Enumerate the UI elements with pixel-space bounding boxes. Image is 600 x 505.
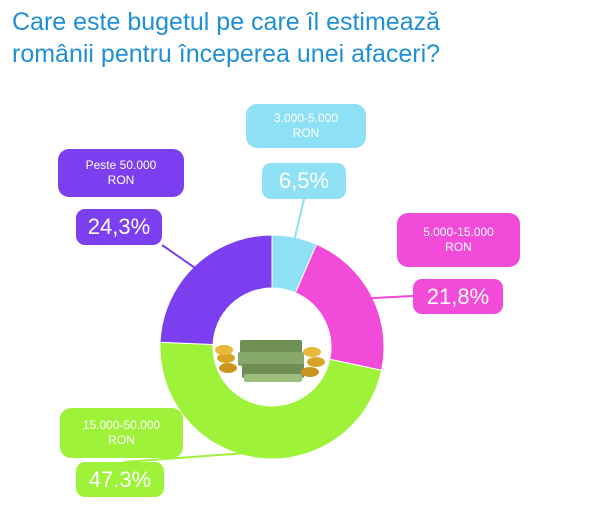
category-label-15000-50000: 15.000-50.000 RON [60,408,183,458]
money-stack-icon [215,340,325,382]
donut-slice-1 [294,243,385,371]
leader-line-3 [161,244,200,272]
category-label-3000-5000: 3.000-5.000 RON [246,104,366,148]
leader-line-1 [366,295,414,300]
chart-title-line1: Care este bugetul pe care îl estimează [12,8,441,36]
value-label-15000-50000: 47.3% [76,462,164,497]
donut-slice-2 [159,341,383,460]
leader-line-0 [292,198,305,244]
value-label-3000-5000: 6,5% [262,163,346,199]
category-label-5000-15000: 5.000-15.000 RON [397,213,520,267]
leader-line-2 [123,451,259,463]
category-label-text: Peste 50.000 [85,158,157,172]
category-label-unit: RON [108,433,135,447]
chart-title: Care este bugetul pe care îl estimează r… [12,6,592,70]
category-label-unit: RON [445,240,472,254]
category-label-text: 15.000-50.000 [82,418,161,432]
category-label-text: 3.000-5.000 [273,111,339,125]
donut-slice-3 [159,234,273,346]
chart-title-line2: românii pentru începerea unei afaceri? [12,40,441,68]
category-label-peste-50000: Peste 50.000 RON [58,149,184,197]
category-label-text: 5.000-15.000 [423,225,494,239]
category-label-unit: RON [107,173,135,187]
value-label-5000-15000: 21,8% [413,279,503,314]
value-label-peste-50000: 24,3% [76,209,162,245]
category-label-unit: RON [292,126,320,140]
